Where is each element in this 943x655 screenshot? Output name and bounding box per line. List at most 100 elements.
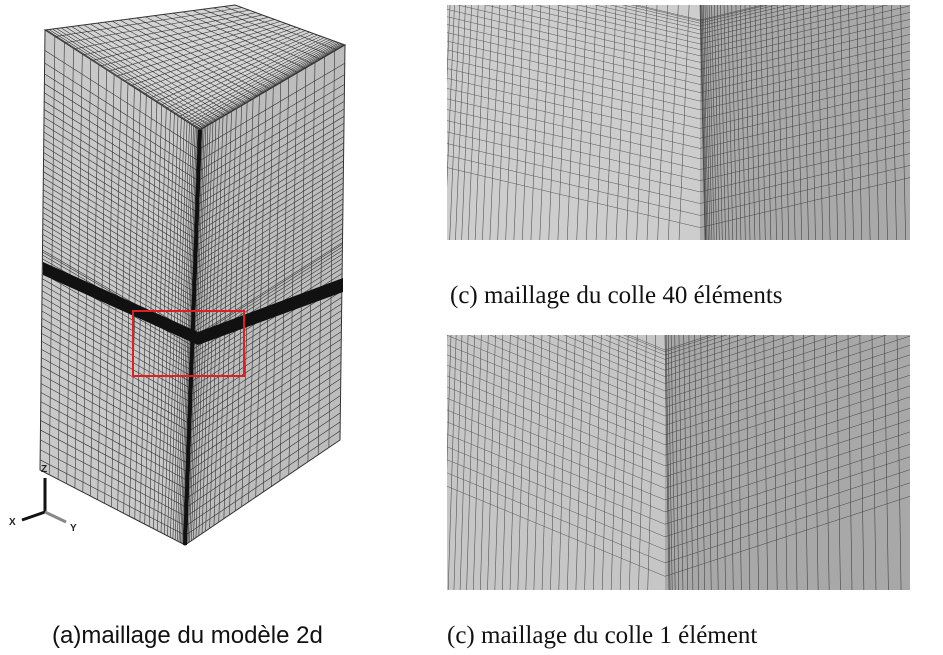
- mesh-line: [40, 401, 188, 481]
- mesh-line: [882, 5, 888, 240]
- mesh-line: [44, 83, 199, 181]
- mesh-line: [42, 278, 192, 365]
- mesh-line: [131, 26, 297, 86]
- mesh-line: [41, 340, 190, 424]
- mesh-line: [701, 5, 708, 240]
- mesh-line: [575, 335, 585, 590]
- mesh-line: [699, 12, 910, 63]
- mesh-line: [900, 5, 906, 240]
- mesh-line: [42, 217, 194, 308]
- mesh-line: [179, 39, 331, 117]
- mesh-line: [699, 5, 765, 21]
- mesh-line: [447, 120, 701, 181]
- mesh-line: [74, 12, 256, 50]
- mesh-line: [664, 335, 838, 392]
- mesh-line: [195, 160, 344, 252]
- mesh-line: [195, 148, 344, 240]
- mesh-line: [530, 5, 542, 240]
- mesh-line: [847, 335, 853, 590]
- mesh-line: [664, 335, 712, 351]
- mesh-line: [749, 5, 756, 240]
- mesh-line: [664, 335, 757, 365]
- mesh-line: [447, 131, 701, 193]
- mesh-line: [699, 68, 910, 120]
- mesh-line: [42, 195, 195, 287]
- mesh-line: [44, 62, 200, 162]
- mesh-line: [699, 34, 910, 85]
- mesh-line: [447, 486, 666, 577]
- mesh-line: [699, 5, 823, 35]
- mesh-line: [64, 9, 250, 44]
- mesh-line: [43, 152, 196, 246]
- mesh-line: [528, 335, 666, 392]
- mesh-line: [65, 26, 217, 121]
- mesh-line: [198, 92, 345, 181]
- mesh-line: [193, 203, 344, 298]
- mesh-line: [71, 26, 221, 119]
- mesh-line: [664, 469, 910, 550]
- mesh-line: [447, 143, 701, 204]
- mesh-line: [447, 9, 701, 70]
- zoom-rectangle: [132, 310, 245, 377]
- mesh-line: [189, 324, 342, 424]
- mesh-line: [699, 5, 778, 24]
- triad-label: X: [9, 517, 16, 528]
- mesh-line: [136, 17, 271, 90]
- mesh-line: [42, 234, 194, 324]
- mesh-line: [137, 28, 301, 91]
- mesh-line: [112, 20, 252, 101]
- mesh-line: [447, 335, 448, 345]
- mesh-line: [196, 123, 345, 213]
- mesh-line: [539, 5, 551, 240]
- mesh-line: [194, 193, 344, 287]
- mesh-3d-model: [39, 4, 347, 546]
- mesh-line: [664, 482, 910, 564]
- mesh-line: [605, 5, 617, 240]
- mesh-line: [609, 5, 701, 27]
- mesh-line: [700, 5, 707, 240]
- mesh-line: [594, 5, 701, 31]
- mesh-line: [175, 38, 328, 115]
- mesh-line: [513, 5, 525, 240]
- mesh-line: [447, 5, 455, 188]
- mesh-line: [699, 5, 806, 31]
- mesh-line: [699, 19, 910, 70]
- mesh-line: [224, 6, 337, 51]
- mesh-line: [468, 335, 666, 417]
- mesh-line: [193, 218, 343, 313]
- mesh-line: [664, 335, 670, 590]
- mesh-line: [803, 5, 809, 240]
- mesh-line: [40, 420, 187, 499]
- mesh-line: [189, 310, 342, 410]
- mesh-line: [447, 433, 666, 525]
- mesh-line: [578, 335, 666, 371]
- mesh-line: [447, 49, 701, 111]
- mesh-line: [196, 129, 345, 220]
- mesh-line: [699, 5, 843, 39]
- mesh-line: [188, 331, 342, 432]
- mesh-line: [717, 5, 723, 240]
- mesh-line: [197, 101, 345, 190]
- mesh-line: [52, 28, 206, 127]
- mesh-line: [489, 5, 501, 240]
- mesh-line: [43, 158, 196, 252]
- mesh-line: [187, 370, 342, 473]
- mesh-line: [502, 335, 511, 590]
- mesh-line: [548, 5, 560, 240]
- mesh-line: [737, 335, 742, 590]
- mesh-line: [474, 5, 486, 240]
- mesh-line: [509, 335, 519, 590]
- mesh-line: [873, 5, 880, 240]
- mesh-line: [489, 335, 666, 408]
- mesh-line: [711, 5, 717, 240]
- mesh-line: [723, 5, 730, 240]
- mesh-line: [41, 296, 192, 383]
- mesh-line: [664, 354, 910, 436]
- mesh-line: [43, 138, 197, 234]
- mesh-line: [703, 5, 709, 240]
- mesh-line: [447, 16, 701, 77]
- mesh-line: [694, 335, 699, 590]
- caption: (a)maillage du modèle 2d: [52, 622, 323, 649]
- mesh-line: [447, 167, 701, 228]
- mesh-line: [505, 5, 516, 240]
